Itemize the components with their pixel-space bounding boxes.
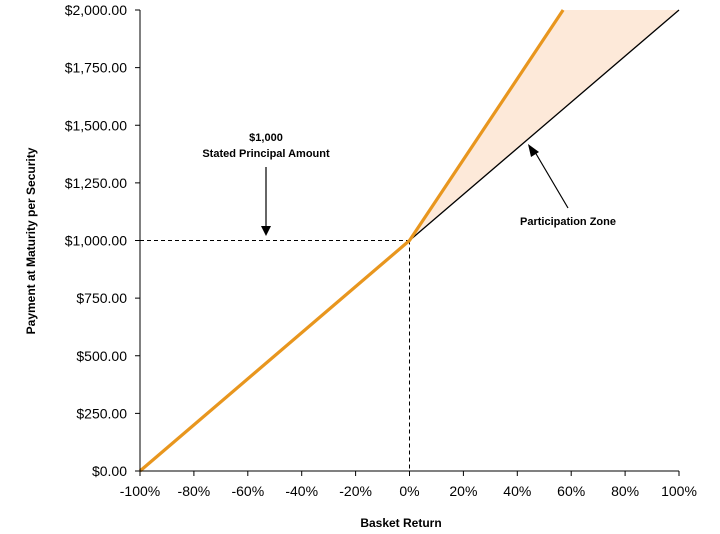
- reference-lines: [140, 240, 410, 471]
- principal-arrow-head: [261, 226, 271, 236]
- y-tick-label: $0.00: [92, 463, 127, 479]
- x-tick-label: -40%: [285, 483, 318, 499]
- x-tick-label: -80%: [178, 483, 211, 499]
- x-tick-label: 80%: [611, 483, 639, 499]
- y-axis-title: Payment at Maturity per Security: [24, 147, 38, 334]
- series-layer: [138, 9, 680, 473]
- x-tick-label: -100%: [120, 483, 160, 499]
- y-tick-label: $1,750.00: [65, 60, 127, 76]
- principal-value-label: $1,000: [249, 132, 283, 144]
- x-tick-label: 20%: [449, 483, 477, 499]
- participation-arrow-shaft: [534, 151, 569, 209]
- y-tick-label: $1,500.00: [65, 117, 127, 133]
- y-tick-label: $500.00: [76, 348, 127, 364]
- participation-arrow-head: [528, 144, 539, 157]
- y-tick-label: $2,000.00: [65, 2, 127, 18]
- x-ticks: -100% -80% -60% -40% -20% 0% 20% 40% 60% 80% 100%: [120, 471, 697, 499]
- y-tick-label: $1,000.00: [65, 233, 127, 249]
- participation-zone-label: Participation Zone: [520, 216, 616, 228]
- y-ticks: $0.00 $250.00 $500.00 $750.00 $1,000.00 $1,25…: [65, 2, 140, 479]
- x-axis-title: Basket Return: [360, 516, 441, 530]
- y-tick-label: $750.00: [76, 290, 127, 306]
- y-tick-label: $1,250.00: [65, 175, 127, 191]
- x-tick-label: 100%: [661, 483, 697, 499]
- annotations: $1,000 Stated Principal Amount Participa…: [202, 132, 616, 236]
- x-tick-label: 0%: [399, 483, 419, 499]
- x-tick-label: 40%: [503, 483, 531, 499]
- x-tick-label: -20%: [339, 483, 372, 499]
- series-line-1: [138, 9, 565, 473]
- series-line-2: [409, 9, 680, 241]
- principal-amount-label: Stated Principal Amount: [202, 148, 330, 160]
- x-tick-label: -60%: [231, 483, 264, 499]
- x-tick-label: 60%: [557, 483, 585, 499]
- y-tick-label: $250.00: [76, 405, 127, 421]
- axes: $0.00 $250.00 $500.00 $750.00 $1,000.00 $1,25…: [65, 2, 697, 499]
